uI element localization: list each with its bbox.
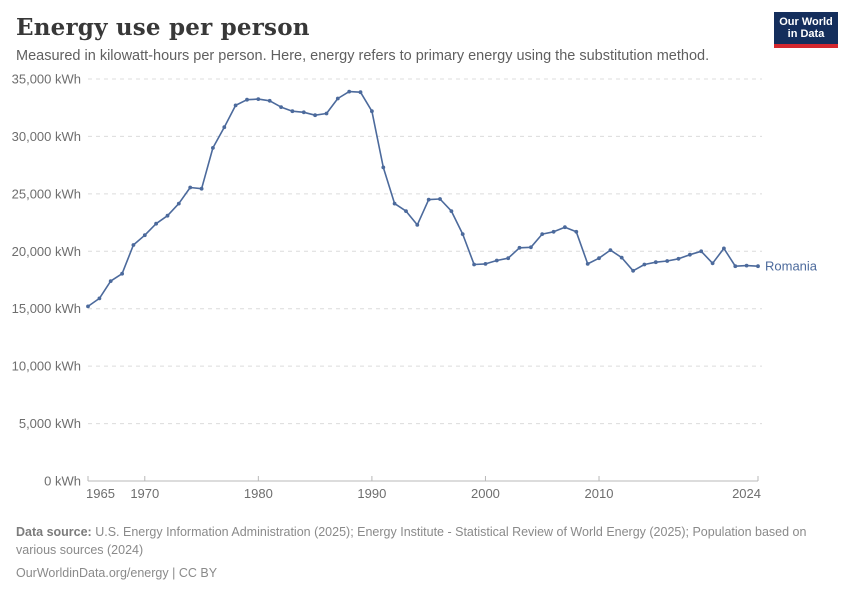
data-point-marker — [688, 252, 692, 257]
data-point-marker — [540, 232, 545, 237]
data-point-marker — [438, 197, 442, 201]
data-point-marker — [335, 96, 340, 101]
data-point-marker — [245, 97, 249, 102]
data-point-marker — [460, 232, 465, 237]
data-point-marker — [597, 256, 601, 261]
data-point-marker — [665, 259, 670, 263]
page-title: Energy use per person — [16, 14, 310, 41]
data-point-marker — [381, 165, 386, 170]
data-point-marker — [120, 271, 124, 276]
x-axis-tick-label: 1980 — [244, 486, 273, 501]
data-point-marker — [699, 249, 704, 254]
data-point-marker — [370, 109, 374, 114]
data-point-marker — [404, 209, 408, 214]
owid-energy-link[interactable]: OurWorldinData.org/energy — [16, 566, 169, 581]
data-point-marker — [529, 245, 533, 250]
data-point-marker — [97, 296, 102, 301]
data-point-marker — [165, 213, 170, 218]
y-axis-tick-label: 25,000 kWh — [12, 186, 81, 201]
series-label: Romania — [765, 259, 818, 274]
line-chart: 0 kWh 5,000 kWh 10,000 kWh 15,000 kWh 20,000… — [12, 72, 818, 502]
data-point-marker — [222, 125, 227, 130]
data-point-marker — [324, 111, 329, 116]
y-axis-tick-label: 10,000 kWh — [12, 359, 81, 374]
x-axis-tick-label: 1965 — [86, 486, 115, 501]
footer-separator: | — [172, 566, 176, 581]
data-point-marker — [574, 229, 579, 234]
owid-logo-line1: Our World — [779, 16, 833, 28]
data-point-marker — [631, 268, 635, 273]
data-point-marker — [199, 186, 204, 191]
data-point-marker — [472, 262, 476, 267]
data-point-marker — [585, 262, 590, 266]
data-point-marker — [608, 248, 613, 252]
data-point-marker — [188, 185, 193, 190]
data-point-marker — [176, 201, 181, 206]
data-point-marker — [756, 264, 760, 269]
data-point-marker — [494, 258, 499, 263]
data-source-line: Data source: U.S. Energy Information Adm… — [16, 523, 826, 559]
y-axis-tick-label: 35,000 kWh — [12, 72, 81, 87]
data-point-marker — [211, 146, 215, 150]
data-point-marker — [642, 262, 647, 267]
data-line — [87, 90, 759, 308]
data-source-label: Data source: — [16, 525, 92, 539]
data-point-marker — [710, 261, 715, 266]
x-axis-tick-label: 2000 — [471, 486, 500, 501]
data-point-marker — [653, 260, 658, 265]
data-point-marker — [517, 245, 522, 250]
data-point-marker — [256, 97, 261, 101]
data-point-marker — [744, 263, 749, 268]
data-point-marker — [233, 103, 238, 108]
data-point-marker — [449, 209, 454, 214]
data-point-marker — [142, 233, 147, 238]
chart-footer: Data source: U.S. Energy Information Adm… — [0, 511, 850, 580]
data-point-marker — [551, 229, 556, 234]
data-point-marker — [154, 221, 159, 226]
data-point-marker — [483, 262, 488, 266]
data-point-marker — [722, 246, 726, 251]
data-point-marker — [563, 225, 567, 230]
y-axis-tick-label: 15,000 kWh — [12, 301, 81, 316]
owid-logo-line2: in Data — [787, 28, 825, 40]
y-axis-tick-label: 30,000 kWh — [12, 129, 81, 144]
data-point-marker — [415, 223, 420, 227]
x-axis-tick-label: 1970 — [130, 486, 159, 501]
data-point-marker — [108, 279, 113, 283]
x-axis-tick-label: 2024 — [732, 486, 761, 501]
data-point-marker — [86, 304, 90, 309]
x-axis-tick-label: 1990 — [357, 486, 386, 501]
data-point-marker — [301, 110, 306, 115]
data-point-marker — [347, 89, 352, 94]
data-point-marker — [733, 264, 738, 269]
data-point-marker — [426, 197, 431, 202]
data-point-marker — [358, 90, 363, 95]
data-point-marker — [279, 105, 283, 109]
y-axis-tick-label: 0 kWh — [44, 474, 81, 489]
x-axis-tick-label: 2010 — [585, 486, 614, 501]
license-line: OurWorldinData.org/energy | CC BY — [16, 566, 834, 580]
data-source-text: U.S. Energy Information Administration (… — [16, 525, 807, 558]
chart-subtitle: Measured in kilowatt-hours per person. H… — [16, 48, 710, 64]
license-text: CC BY — [178, 566, 218, 581]
data-point-marker — [267, 98, 272, 103]
data-point-marker — [131, 243, 136, 247]
data-point-marker — [392, 201, 397, 206]
y-axis-tick-label: 5,000 kWh — [19, 416, 81, 431]
owid-logo[interactable]: Our World in Data — [774, 12, 838, 48]
data-point-marker — [619, 255, 624, 260]
data-point-marker — [290, 109, 295, 114]
chart-header: Energy use per person Our World in Data … — [0, 0, 850, 64]
data-point-marker — [676, 256, 681, 261]
data-point-marker — [313, 113, 317, 118]
data-point-marker — [506, 256, 511, 261]
y-axis-tick-label: 20,000 kWh — [12, 244, 81, 259]
